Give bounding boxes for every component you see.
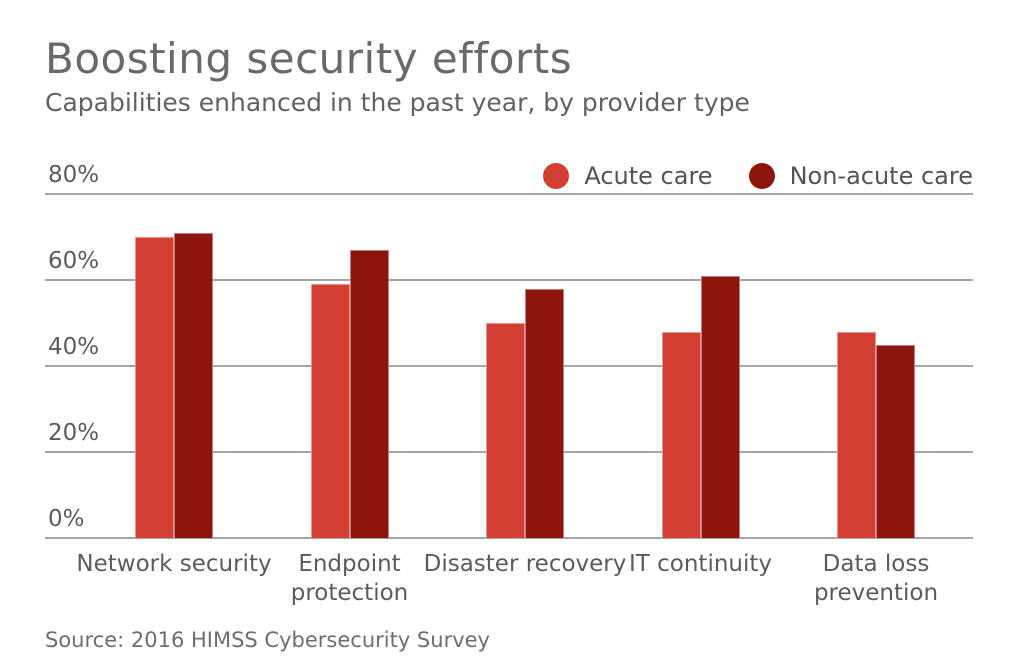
bar-acute-care-disaster-recovery — [486, 323, 525, 538]
y-axis-tick-20pct: 20% — [48, 420, 100, 446]
chart-subtitle: Capabilities enhanced in the past year, … — [45, 88, 750, 117]
bar-non-acute-care-data-loss-prevention — [876, 344, 915, 538]
legend-label-acute-care: Acute care — [584, 162, 713, 190]
gridline-60pct — [45, 279, 973, 281]
bar-non-acute-care-disaster-recovery — [525, 288, 564, 538]
bar-acute-care-data-loss-prevention — [837, 331, 876, 538]
x-axis-label-endpoint-protection: Endpoint protection — [290, 551, 409, 606]
y-axis-tick-60pct: 60% — [48, 248, 100, 274]
y-axis-tick-0pct: 0% — [48, 506, 85, 532]
bar-non-acute-care-network-security — [174, 232, 213, 538]
legend-label-non-acute-care: Non-acute care — [789, 162, 973, 190]
bar-acute-care-it-continuity — [661, 331, 701, 538]
y-axis-tick-40pct: 40% — [48, 334, 100, 360]
legend-swatch-acute-care-icon — [543, 163, 570, 189]
gridline-80pct — [45, 193, 973, 195]
x-axis-label-it-continuity: IT continuity — [628, 551, 773, 577]
source-note: Source: 2016 HIMSS Cybersecurity Survey — [45, 628, 490, 652]
x-axis-label-disaster-recovery: Disaster recovery — [423, 551, 627, 577]
legend-swatch-non-acute-care-icon — [748, 163, 775, 189]
y-axis-tick-80pct: 80% — [48, 162, 100, 188]
x-axis-label-data-loss-prevention: Data loss prevention — [813, 551, 939, 606]
bar-non-acute-care-endpoint-protection — [349, 249, 389, 538]
bar-acute-care-endpoint-protection — [310, 284, 350, 538]
bar-non-acute-care-it-continuity — [700, 275, 740, 538]
x-axis-label-network-security: Network security — [76, 551, 272, 577]
legend-item-acute-care: Acute care — [543, 162, 713, 190]
chart-title: Boosting security efforts — [45, 34, 573, 83]
gridline-0pct — [45, 537, 973, 539]
chart-legend: Acute care Non-acute care — [543, 162, 973, 190]
legend-item-non-acute-care: Non-acute care — [748, 162, 973, 190]
bar-acute-care-network-security — [135, 237, 174, 538]
